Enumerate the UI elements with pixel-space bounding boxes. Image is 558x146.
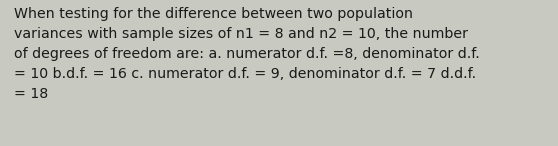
Text: When testing for the difference between two population
variances with sample siz: When testing for the difference between …: [14, 7, 480, 101]
